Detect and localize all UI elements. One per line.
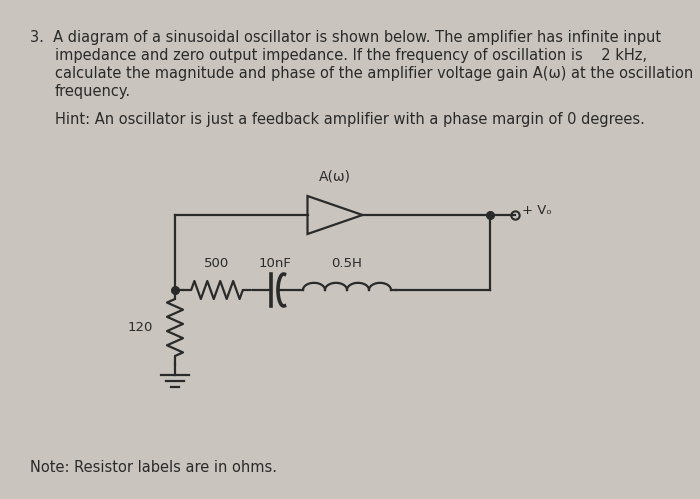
Text: 120: 120 [127,321,153,334]
Text: Hint: An oscillator is just a feedback amplifier with a phase margin of 0 degree: Hint: An oscillator is just a feedback a… [55,112,645,127]
Text: 10nF: 10nF [258,257,291,270]
Text: + Vₒ: + Vₒ [522,204,552,217]
Text: frequency.: frequency. [55,84,131,99]
Text: 0.5H: 0.5H [332,257,363,270]
Text: impedance and zero output impedance. If the frequency of oscillation is    2 kHz: impedance and zero output impedance. If … [55,48,647,63]
Text: A(ω): A(ω) [319,170,351,184]
Text: 3.  A diagram of a sinusoidal oscillator is shown below. The amplifier has infin: 3. A diagram of a sinusoidal oscillator … [30,30,661,45]
Text: 500: 500 [204,257,230,270]
Text: Note: Resistor labels are in ohms.: Note: Resistor labels are in ohms. [30,460,277,475]
Text: calculate the magnitude and phase of the amplifier voltage gain A(ω) at the osci: calculate the magnitude and phase of the… [55,66,693,81]
